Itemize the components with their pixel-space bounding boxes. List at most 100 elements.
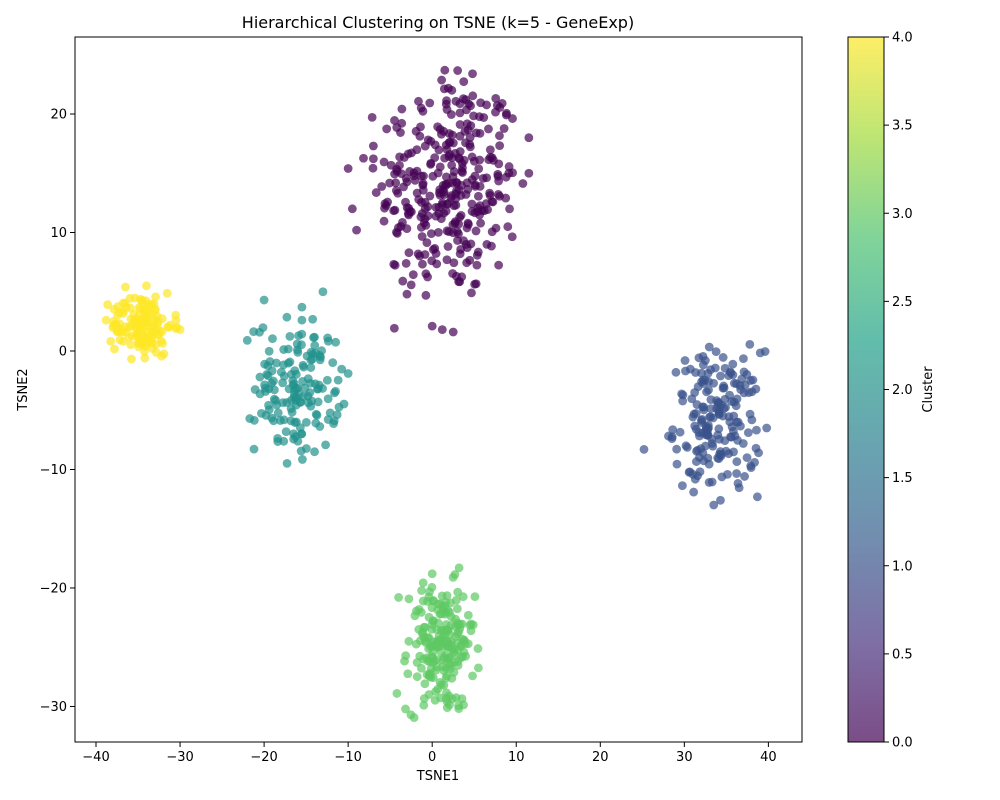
cluster-3-point bbox=[409, 713, 419, 722]
cluster-2-point bbox=[281, 427, 291, 436]
cluster-2-point bbox=[297, 329, 307, 339]
cluster-0-point bbox=[494, 260, 504, 270]
cluster-0-point bbox=[448, 327, 458, 337]
y-tick-label: −20 bbox=[40, 581, 67, 596]
cluster-0-point bbox=[476, 218, 485, 228]
x-tick-label: −30 bbox=[166, 750, 193, 765]
colorbar-tick-label: 1.5 bbox=[892, 471, 913, 486]
cluster-0-point bbox=[484, 124, 493, 134]
cluster-3-point bbox=[404, 594, 414, 604]
cluster-1-point bbox=[745, 409, 755, 419]
cluster-2-point bbox=[325, 408, 335, 418]
cluster-3-point bbox=[451, 693, 461, 702]
cluster-0-point bbox=[343, 164, 353, 173]
cluster-3-point bbox=[463, 610, 473, 620]
cluster-0-point bbox=[467, 152, 477, 162]
cluster-0-point bbox=[420, 197, 430, 207]
cluster-1-point bbox=[717, 472, 727, 482]
cluster-3-point bbox=[438, 655, 447, 665]
cluster-2-point bbox=[261, 410, 271, 420]
cluster-0-point bbox=[437, 75, 447, 85]
cluster-2-point bbox=[306, 401, 316, 411]
cluster-0-point bbox=[494, 159, 504, 169]
cluster-2-point bbox=[273, 433, 283, 443]
cluster-1-point bbox=[681, 441, 691, 451]
y-tick-label: 10 bbox=[50, 226, 67, 241]
cluster-0-point bbox=[441, 181, 451, 191]
cluster-0-point bbox=[449, 167, 459, 176]
cluster-4-point bbox=[134, 302, 144, 312]
cluster-3-point bbox=[420, 679, 430, 689]
cluster-0-point bbox=[524, 133, 534, 143]
cluster-0-point bbox=[382, 124, 392, 134]
cluster-4-point bbox=[131, 318, 141, 328]
cluster-1-point bbox=[672, 444, 682, 454]
cluster-1-point bbox=[725, 390, 734, 400]
cluster-3-point bbox=[470, 592, 480, 602]
cluster-0-point bbox=[371, 188, 381, 197]
cluster-1-point bbox=[688, 469, 698, 479]
cluster-2-point bbox=[330, 388, 339, 398]
cluster-3-point bbox=[412, 672, 422, 682]
cluster-1-point bbox=[709, 500, 719, 510]
y-tick-label: 0 bbox=[59, 344, 67, 359]
cluster-1-point bbox=[704, 377, 713, 387]
cluster-0-point bbox=[468, 69, 477, 79]
cluster-1-point bbox=[732, 469, 741, 478]
cluster-2-point bbox=[300, 383, 310, 393]
cluster-0-point bbox=[434, 202, 444, 212]
cluster-0-point bbox=[475, 201, 485, 211]
cluster-0-point bbox=[441, 172, 451, 182]
cluster-2-point bbox=[298, 376, 307, 386]
cluster-2-point bbox=[318, 287, 328, 297]
cluster-1-point bbox=[716, 495, 725, 505]
cluster-2-point bbox=[310, 332, 319, 342]
cluster-3-point bbox=[473, 644, 483, 653]
cluster-0-point bbox=[470, 171, 480, 181]
cluster-0-point bbox=[446, 110, 456, 119]
cluster-3-point bbox=[432, 642, 442, 652]
cluster-0-point bbox=[455, 249, 465, 259]
cluster-0-point bbox=[468, 91, 478, 101]
colorbar-tick-label: 3.5 bbox=[892, 119, 913, 134]
cluster-2-point bbox=[313, 397, 323, 407]
cluster-0-point bbox=[508, 114, 517, 123]
cluster-0-point bbox=[474, 164, 484, 174]
cluster-1-point bbox=[752, 492, 762, 502]
cluster-1-point bbox=[754, 448, 763, 458]
cluster-1-point bbox=[704, 342, 714, 352]
cluster-3-point bbox=[401, 704, 410, 714]
cluster-4-point bbox=[175, 325, 185, 335]
cluster-2-point bbox=[260, 380, 269, 390]
cluster-0-point bbox=[418, 259, 427, 269]
cluster-0-point bbox=[458, 94, 468, 104]
cluster-4-point bbox=[136, 333, 146, 342]
y-axis-label: TSNE2 bbox=[16, 368, 31, 411]
cluster-0-point bbox=[431, 211, 441, 221]
cluster-0-point bbox=[505, 204, 514, 214]
cluster-0-point bbox=[470, 181, 480, 191]
x-tick-label: −10 bbox=[334, 750, 361, 765]
cluster-3-point bbox=[440, 627, 450, 637]
cluster-2-point bbox=[293, 347, 303, 357]
cluster-0-point bbox=[433, 227, 443, 237]
cluster-1-point bbox=[716, 371, 725, 381]
cluster-1-point bbox=[733, 478, 743, 488]
cluster-0-point bbox=[389, 259, 399, 269]
cluster-2-point bbox=[310, 341, 320, 350]
cluster-3-point bbox=[456, 653, 466, 663]
cluster-3-point bbox=[427, 620, 437, 629]
cluster-0-point bbox=[475, 128, 485, 138]
cluster-0-point bbox=[391, 178, 401, 188]
cluster-2-point bbox=[249, 444, 259, 454]
cluster-1-point bbox=[701, 423, 711, 433]
cluster-3-point bbox=[454, 701, 463, 711]
cluster-0-point bbox=[389, 323, 399, 333]
cluster-3-point bbox=[436, 609, 446, 619]
cluster-0-point bbox=[455, 154, 465, 164]
cluster-0-point bbox=[368, 141, 378, 151]
cluster-0-point bbox=[434, 145, 444, 155]
cluster-3-point bbox=[424, 633, 434, 643]
cluster-0-point bbox=[392, 123, 402, 132]
cluster-0-point bbox=[398, 276, 408, 286]
